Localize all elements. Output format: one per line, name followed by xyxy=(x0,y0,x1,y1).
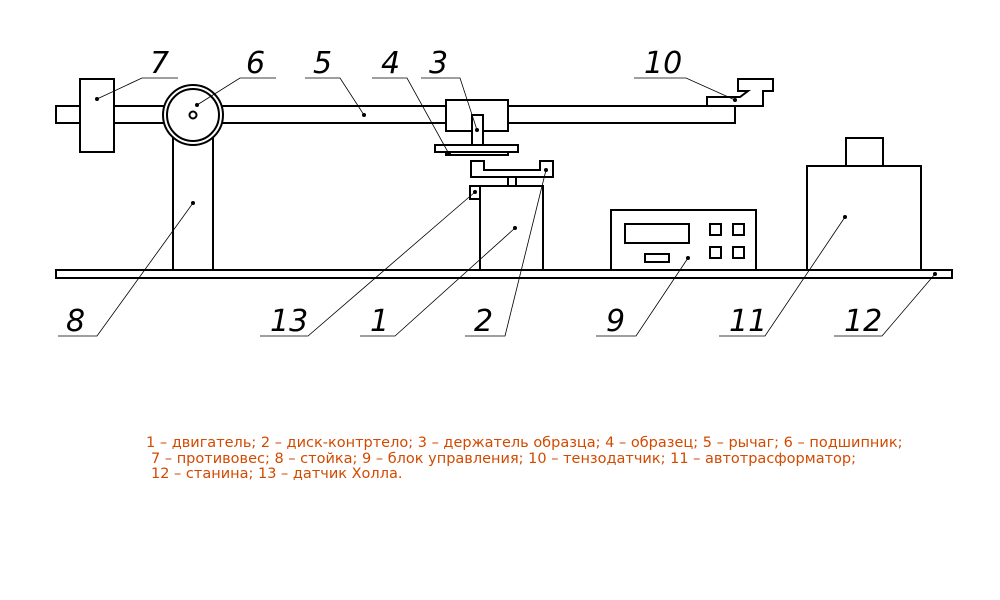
callout-11: 11 xyxy=(729,304,767,339)
callout-3: 3 xyxy=(429,46,448,81)
callout-9: 9 xyxy=(606,304,625,339)
callout-1: 1 xyxy=(370,304,389,339)
callout-5: 5 xyxy=(313,46,332,81)
specimen-plate xyxy=(445,151,509,156)
callout-7: 7 xyxy=(150,46,169,81)
frame-base xyxy=(55,269,953,279)
bearing xyxy=(162,84,224,146)
callout-2: 2 xyxy=(474,304,493,339)
top-leaders xyxy=(96,77,736,155)
control-unit xyxy=(610,209,757,271)
autotransformer xyxy=(806,165,922,271)
bottom-leaders xyxy=(58,169,936,337)
legend-line-3: 12 – станина; 13 – датчик Холла. xyxy=(151,466,403,482)
callout-8: 8 xyxy=(66,304,85,339)
callout-6: 6 xyxy=(246,46,265,81)
legend-line-1: 1 – двигатель; 2 – диск-контртело; 3 – д… xyxy=(146,435,903,451)
lever xyxy=(55,105,736,124)
autotransformer-knob xyxy=(845,137,884,167)
legend-line-2: 7 – противовес; 8 – стойка; 9 – блок упр… xyxy=(151,450,856,467)
motor xyxy=(479,185,544,271)
legend: 1 – двигатель; 2 – диск-контртело; 3 – д… xyxy=(146,435,966,483)
stand xyxy=(172,129,214,271)
callout-12: 12 xyxy=(844,304,882,339)
callout-13: 13 xyxy=(270,304,308,339)
callout-4: 4 xyxy=(381,46,400,81)
leader-dots xyxy=(95,97,937,276)
disk-shaft xyxy=(507,176,517,187)
counter-disk xyxy=(470,160,554,178)
counterweight xyxy=(79,78,115,153)
strain-gauge xyxy=(706,78,774,107)
callout-10: 10 xyxy=(644,46,682,81)
